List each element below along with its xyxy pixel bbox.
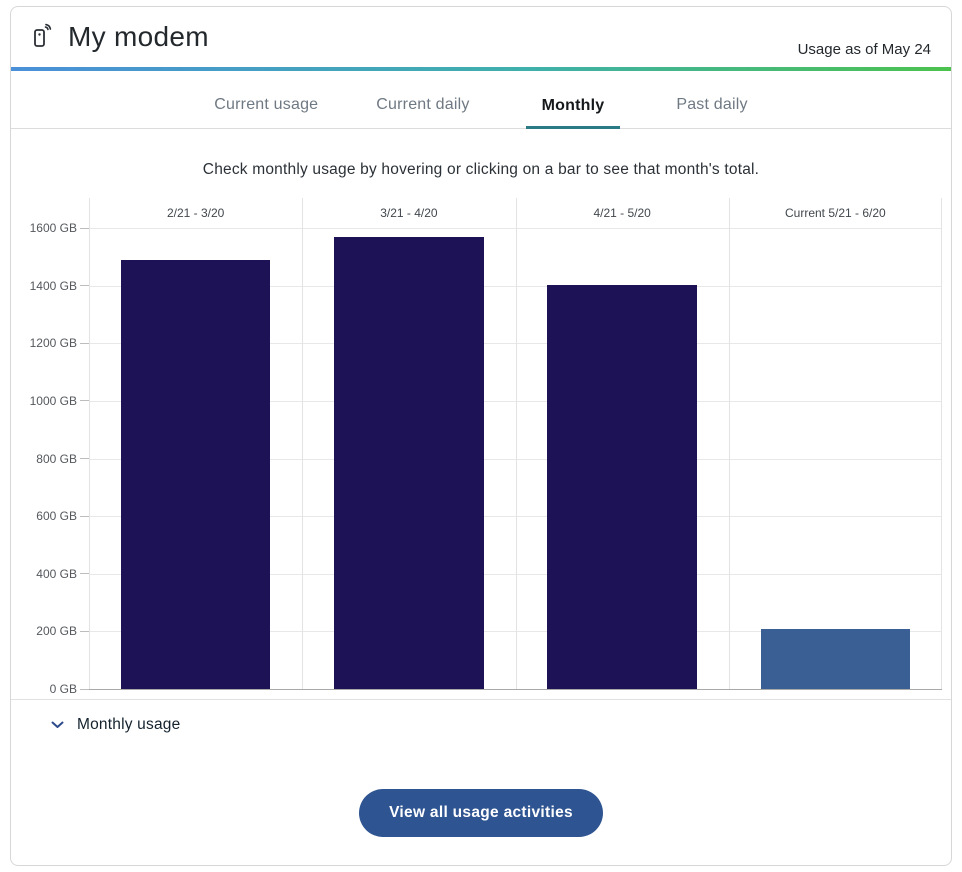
column-label: 4/21 - 5/20	[593, 206, 651, 220]
usage-bar[interactable]	[334, 237, 484, 689]
gridline-vertical	[302, 198, 304, 689]
tab-current-usage[interactable]: Current usage	[212, 96, 320, 129]
chart-bottom-divider	[11, 699, 951, 700]
modem-icon	[28, 22, 58, 52]
gridline-vertical	[728, 198, 730, 689]
usage-bar[interactable]	[547, 284, 697, 689]
column-headers: 2/21 - 3/20 3/21 - 4/20 4/21 - 5/20 Current…	[89, 198, 942, 228]
usage-bar[interactable]	[120, 259, 271, 689]
chevron-down-icon	[51, 721, 64, 729]
tab-current-daily[interactable]: Current daily	[374, 96, 471, 129]
y-axis-label: 1400 GB	[30, 279, 89, 293]
column-label: 3/21 - 4/20	[380, 206, 438, 220]
y-axis-label: 400 GB	[36, 567, 89, 581]
usage-as-of-label: Usage as of May 24	[797, 41, 931, 58]
y-axis-label: 0 GB	[50, 682, 89, 696]
gridline-vertical	[89, 198, 90, 689]
y-axis-label: 200 GB	[36, 624, 89, 638]
column-label: Current 5/21 - 6/20	[785, 206, 886, 220]
usage-bar[interactable]	[760, 628, 910, 689]
view-all-usage-button[interactable]: View all usage activities	[359, 789, 603, 837]
brand-gradient-divider	[11, 67, 951, 71]
column-label: 2/21 - 3/20	[166, 206, 225, 220]
monthly-usage-label: Monthly usage	[77, 716, 181, 733]
y-axis-label: 1600 GB	[30, 221, 89, 235]
chart-plot	[89, 228, 942, 690]
tab-monthly[interactable]: Monthly	[525, 96, 621, 129]
monthly-usage-toggle[interactable]: Monthly usage	[11, 700, 951, 750]
gridline-vertical	[515, 198, 517, 689]
y-axis-label: 1200 GB	[30, 336, 89, 350]
monthly-usage-chart: 1600 GB 1400 GB 1200 GB 1000 GB 800 GB 600 GB…	[11, 198, 951, 696]
instruction-text: Check monthly usage by hovering or click…	[202, 161, 760, 178]
page-title: My modem	[68, 21, 209, 52]
y-axis-label: 800 GB	[36, 452, 89, 466]
tab-past-daily[interactable]: Past daily	[674, 96, 749, 129]
y-axis-label: 1000 GB	[30, 394, 89, 408]
plot-wrap: 2/21 - 3/20 3/21 - 4/20 4/21 - 5/20 Current…	[89, 198, 942, 690]
footer: View all usage activities	[11, 789, 951, 837]
tab-bar: Current usage Current daily Monthly Past da…	[11, 71, 951, 129]
y-axis: 1600 GB 1400 GB 1200 GB 1000 GB 800 GB 600 GB…	[11, 198, 89, 696]
my-modem-card: My modem Usage as of May 24 Current usag…	[10, 6, 952, 866]
y-axis-label: 600 GB	[36, 509, 89, 523]
card-header: My modem Usage as of May 24	[11, 7, 951, 67]
gridline-vertical	[941, 198, 942, 689]
